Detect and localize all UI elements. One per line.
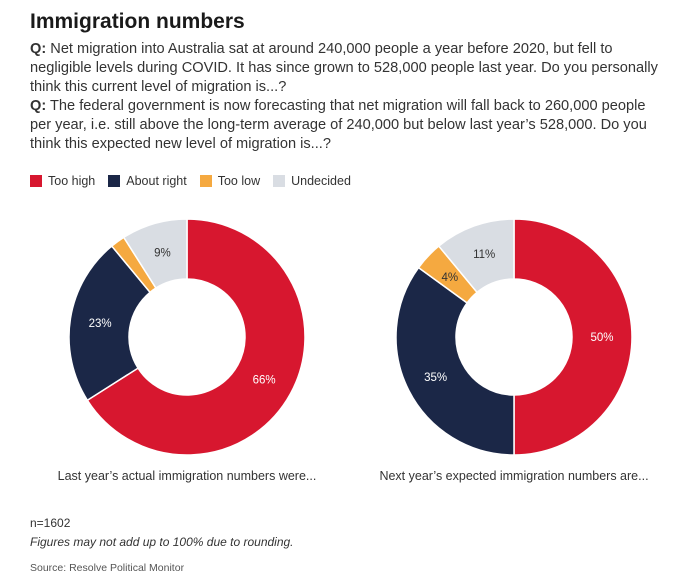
legend-swatch-too-low <box>199 175 212 187</box>
chart-2-caption: Next year’s expected immigration numbers… <box>379 469 649 483</box>
chart-2-slice-about-right <box>395 266 515 456</box>
chart-1-slice-undecided <box>122 218 188 290</box>
chart-2-label-undecided: 11% <box>473 249 495 261</box>
chart-1-caption: Last year’s actual immigration numbers w… <box>57 469 317 483</box>
chart-2-label-about-right: 35% <box>424 372 447 384</box>
question-2: Q: The federal government is now forecas… <box>30 97 670 154</box>
chart-1-slice-about-right <box>68 245 152 402</box>
questions-block: Q: Net migration into Australia sat at a… <box>30 40 670 154</box>
chart-2-label-too-high: 50% <box>590 332 613 344</box>
chart-1-slice-too-high <box>86 218 306 456</box>
chart-2-slice-too-high <box>513 218 633 456</box>
chart-2-slice-undecided <box>437 218 515 294</box>
legend-item-too-high: Too high <box>30 174 95 188</box>
legend: Too high About right Too low Undecided <box>30 174 364 188</box>
legend-swatch-about-right <box>108 175 121 187</box>
legend-item-too-low: Too low <box>199 174 261 188</box>
legend-label-about-right: About right <box>126 174 187 188</box>
chart-title: Immigration numbers <box>30 10 245 33</box>
legend-label-too-low: Too low <box>217 174 261 188</box>
question-1-text: Net migration into Australia sat at arou… <box>30 41 658 95</box>
chart-1-label-undecided: 9% <box>154 247 171 259</box>
rounding-note: Figures may not add up to 100% due to ro… <box>30 535 294 549</box>
legend-label-too-high: Too high <box>48 174 96 188</box>
legend-item-about-right: About right <box>108 174 187 188</box>
legend-item-undecided: Undecided <box>273 174 351 188</box>
question-2-label: Q: <box>30 98 47 114</box>
sample-size: n=1602 <box>30 516 71 530</box>
question-1-label: Q: <box>30 41 47 57</box>
chart-1-label-too-high: 66% <box>253 374 276 386</box>
chart-1-label-about-right: 23% <box>89 318 112 330</box>
chart-2-label-too-low: 4% <box>442 272 459 284</box>
source-note: Source: Resolve Political Monitor <box>30 562 185 574</box>
legend-swatch-too-high <box>30 175 42 187</box>
legend-swatch-undecided <box>273 175 286 187</box>
legend-label-undecided: Undecided <box>291 174 351 188</box>
question-1: Q: Net migration into Australia sat at a… <box>30 40 670 97</box>
question-2-text: The federal government is now forecastin… <box>30 98 647 152</box>
